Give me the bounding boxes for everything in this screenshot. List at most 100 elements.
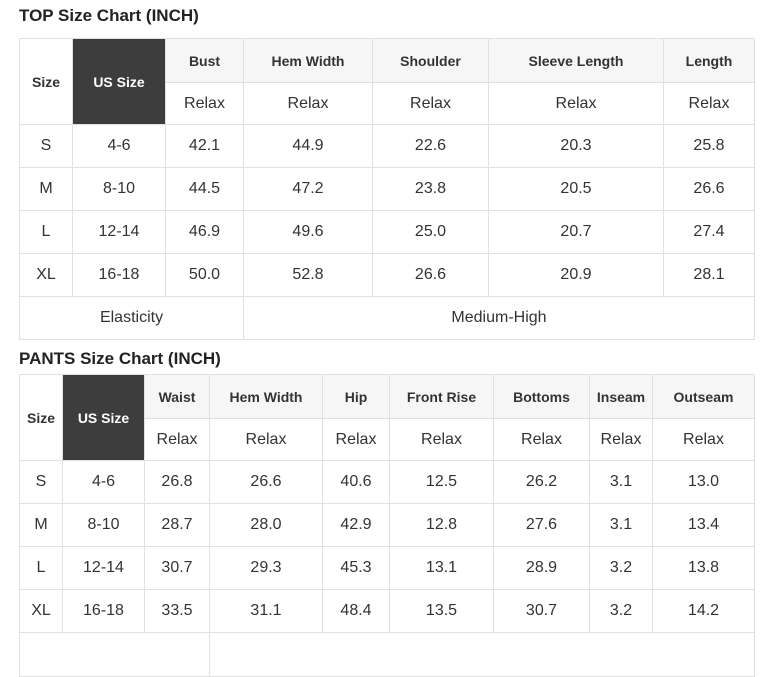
value-cell: 25.8 <box>663 124 755 168</box>
column-header-waist: Waist <box>144 374 210 419</box>
table-row-l: L 12-14 30.7 29.3 45.3 13.1 28.9 3.2 13.… <box>19 546 755 590</box>
elasticity-label: Elasticity <box>19 296 244 340</box>
value-cell: 49.6 <box>243 210 373 254</box>
us-size-cell: 12-14 <box>72 210 166 254</box>
value-cell: 27.4 <box>663 210 755 254</box>
value-cell: 42.1 <box>165 124 244 168</box>
us-size-cell: 4-6 <box>72 124 166 168</box>
table-row-xl: XL 16-18 33.5 31.1 48.4 13.5 30.7 3.2 14… <box>19 589 755 633</box>
value-cell: 27.6 <box>493 503 590 547</box>
fit-cell: Relax <box>488 82 664 125</box>
value-cell: 33.5 <box>144 589 210 633</box>
fit-cell: Relax <box>322 418 390 461</box>
top-fit-row: Relax Relax Relax Relax Relax <box>20 82 755 125</box>
value-cell: 28.0 <box>209 503 323 547</box>
fit-cell: Relax <box>144 418 210 461</box>
value-cell: 46.9 <box>165 210 244 254</box>
value-cell: 30.7 <box>144 546 210 590</box>
fit-cell: Relax <box>663 82 755 125</box>
size-cell: L <box>19 210 73 254</box>
size-cell: S <box>19 124 73 168</box>
us-size-cell: 8-10 <box>62 503 145 547</box>
column-header-front-rise: Front Rise <box>389 374 494 419</box>
value-cell: 22.6 <box>372 124 489 168</box>
size-cell: XL <box>19 589 63 633</box>
value-cell: 50.0 <box>165 253 244 297</box>
value-cell: 44.5 <box>165 167 244 211</box>
value-cell: 3.1 <box>589 503 653 547</box>
us-size-cell: 16-18 <box>72 253 166 297</box>
size-cell: M <box>19 503 63 547</box>
column-header-outseam: Outseam <box>652 374 755 419</box>
top-size-table: Size US Size Bust Hem Width Shoulder Sle… <box>19 38 755 340</box>
pants-chart-title: PANTS Size Chart (INCH) <box>19 349 221 368</box>
value-cell: 29.3 <box>209 546 323 590</box>
value-cell: 20.9 <box>488 253 664 297</box>
fit-cell: Relax <box>372 82 489 125</box>
table-row-l: L 12-14 46.9 49.6 25.0 20.7 27.4 <box>19 210 755 254</box>
column-header-inseam: Inseam <box>589 374 653 419</box>
footer-cell-clipped <box>209 632 755 677</box>
footer-cell-clipped <box>19 632 210 677</box>
column-header-hem-width: Hem Width <box>243 38 373 83</box>
top-chart-title: TOP Size Chart (INCH) <box>19 6 199 25</box>
table-row-m: M 8-10 44.5 47.2 23.8 20.5 26.6 <box>19 167 755 211</box>
fit-cell: Relax <box>652 418 755 461</box>
top-header-row: Size US Size Bust Hem Width Shoulder Sle… <box>19 38 755 125</box>
value-cell: 26.2 <box>493 460 590 504</box>
pants-header-row: Size US Size Waist Hem Width Hip Front R… <box>19 374 755 461</box>
fit-cell: Relax <box>209 418 323 461</box>
pants-fit-row: Relax Relax Relax Relax Relax Relax Rela… <box>20 418 755 461</box>
value-cell: 14.2 <box>652 589 755 633</box>
fit-cell: Relax <box>589 418 653 461</box>
value-cell: 13.5 <box>389 589 494 633</box>
column-header-bottoms: Bottoms <box>493 374 590 419</box>
value-cell: 26.8 <box>144 460 210 504</box>
value-cell: 13.4 <box>652 503 755 547</box>
value-cell: 28.9 <box>493 546 590 590</box>
value-cell: 30.7 <box>493 589 590 633</box>
us-size-cell: 12-14 <box>62 546 145 590</box>
value-cell: 44.9 <box>243 124 373 168</box>
value-cell: 42.9 <box>322 503 390 547</box>
value-cell: 52.8 <box>243 253 373 297</box>
value-cell: 40.6 <box>322 460 390 504</box>
value-cell: 20.5 <box>488 167 664 211</box>
size-cell: L <box>19 546 63 590</box>
column-header-hem-width: Hem Width <box>209 374 323 419</box>
fit-cell: Relax <box>165 82 244 125</box>
value-cell: 12.5 <box>389 460 494 504</box>
size-cell: XL <box>19 253 73 297</box>
fit-cell: Relax <box>243 82 373 125</box>
column-header-length: Length <box>663 38 755 83</box>
size-cell: M <box>19 167 73 211</box>
elasticity-value: Medium-High <box>243 296 755 340</box>
table-row-s: S 4-6 26.8 26.6 40.6 12.5 26.2 3.1 13.0 <box>19 460 755 504</box>
value-cell: 3.2 <box>589 546 653 590</box>
value-cell: 12.8 <box>389 503 494 547</box>
value-cell: 13.8 <box>652 546 755 590</box>
us-size-cell: 8-10 <box>72 167 166 211</box>
value-cell: 23.8 <box>372 167 489 211</box>
value-cell: 3.1 <box>589 460 653 504</box>
table-row-xl: XL 16-18 50.0 52.8 26.6 20.9 28.1 <box>19 253 755 297</box>
table-row-s: S 4-6 42.1 44.9 22.6 20.3 25.8 <box>19 124 755 168</box>
value-cell: 48.4 <box>322 589 390 633</box>
value-cell: 25.0 <box>372 210 489 254</box>
us-size-column-header: US Size <box>72 38 166 125</box>
value-cell: 26.6 <box>372 253 489 297</box>
value-cell: 26.6 <box>663 167 755 211</box>
pants-size-table: Size US Size Waist Hem Width Hip Front R… <box>19 374 755 677</box>
fit-cell: Relax <box>389 418 494 461</box>
column-header-hip: Hip <box>322 374 390 419</box>
us-size-cell: 4-6 <box>62 460 145 504</box>
size-column-header: Size <box>19 38 73 125</box>
value-cell: 26.6 <box>209 460 323 504</box>
value-cell: 13.1 <box>389 546 494 590</box>
value-cell: 20.3 <box>488 124 664 168</box>
us-size-column-header: US Size <box>62 374 145 461</box>
value-cell: 31.1 <box>209 589 323 633</box>
value-cell: 20.7 <box>488 210 664 254</box>
size-cell: S <box>19 460 63 504</box>
